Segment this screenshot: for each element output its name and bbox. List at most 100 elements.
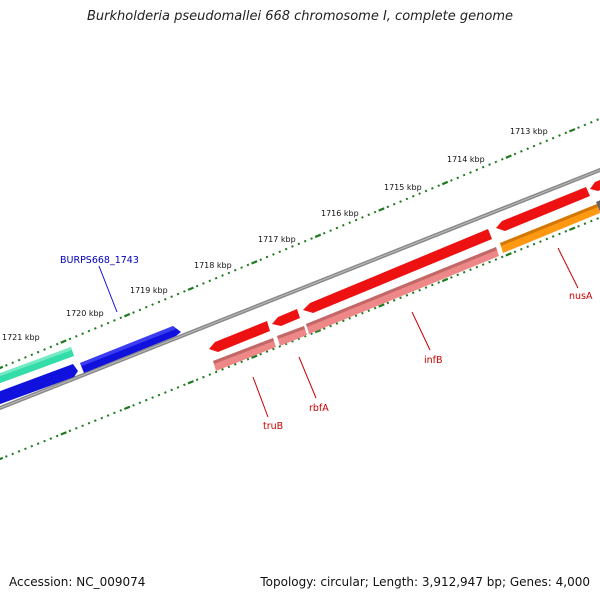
cds-nusa[interactable] (500, 204, 600, 253)
outer-tick (68, 337, 72, 341)
ruler-label-1721: 1721 kbp (2, 333, 40, 342)
gene-red-edge[interactable] (590, 178, 600, 191)
cds-nusa-edge (500, 204, 598, 246)
outer-tick-track (0, 118, 599, 370)
outer-tick (163, 297, 167, 301)
inner-tick (532, 242, 536, 246)
inner-tick (303, 334, 307, 338)
inner-tick (568, 226, 576, 231)
inner-tick (494, 258, 498, 261)
inner-tick (577, 224, 580, 228)
inner-tick (348, 316, 352, 320)
outer-tick (17, 358, 21, 362)
inner-tick (450, 276, 453, 279)
outer-tick (227, 271, 231, 275)
inner-tick (94, 419, 97, 422)
outer-tick (278, 250, 282, 254)
inner-tick (545, 237, 549, 241)
inner-tick (551, 235, 555, 238)
leader-nusa (557, 247, 579, 289)
inner-tick (163, 391, 167, 394)
outer-tick (520, 150, 523, 153)
outer-tick (151, 303, 154, 306)
gene-trub[interactable] (209, 321, 270, 352)
inner-tick (335, 322, 339, 325)
inner-tick (157, 393, 161, 397)
outer-tick (81, 332, 84, 335)
gene-teal-left[interactable] (0, 347, 74, 385)
outer-tick (11, 361, 15, 365)
inner-tick (418, 288, 421, 292)
outer-tick (49, 345, 53, 349)
leader-burps668-1743 (98, 265, 118, 313)
outer-tick (488, 163, 491, 166)
inner-tick (329, 324, 332, 328)
ruler-label-1714: 1714 kbp (447, 155, 485, 164)
inner-tick (500, 255, 504, 259)
outer-tick (233, 268, 237, 272)
outer-tick (462, 173, 466, 177)
accession-text: Accession: NC_009074 (9, 575, 146, 589)
inner-tick (170, 388, 173, 392)
outer-tick (113, 319, 116, 322)
gene-nusa[interactable] (496, 187, 590, 231)
inner-tick (488, 260, 491, 264)
inner-tick (431, 283, 434, 287)
outer-tick (335, 226, 339, 230)
inner-tick (342, 319, 345, 323)
outer-tick (123, 312, 131, 318)
inner-tick (251, 354, 258, 359)
inner-tick (386, 301, 390, 305)
inner-tick (297, 337, 301, 341)
inner-tick (278, 345, 282, 348)
gene-infb[interactable] (303, 229, 492, 313)
outer-tick (5, 364, 8, 367)
inner-tick (0, 456, 4, 461)
inner-tick (354, 314, 358, 318)
outer-tick (583, 123, 587, 127)
inner-tick (367, 309, 371, 312)
outer-tick (513, 152, 517, 156)
inner-tick (583, 222, 587, 225)
inner-tick (505, 252, 512, 257)
inner-tick (30, 444, 34, 448)
inner-tick (475, 265, 479, 269)
inner-tick (176, 386, 180, 389)
outer-tick (367, 213, 371, 217)
map-title: Burkholderia pseudomallei 668 chromosome… (86, 9, 514, 24)
outer-tick (568, 128, 576, 133)
inner-tick (462, 270, 466, 274)
inner-tick (596, 217, 599, 220)
gene-rbfa[interactable] (272, 309, 300, 326)
outer-tick (132, 311, 135, 314)
outer-tick (418, 192, 421, 195)
cds-infb[interactable] (306, 247, 499, 334)
gene-grey-edge[interactable] (596, 198, 600, 212)
outer-tick (208, 279, 212, 283)
outer-tick (94, 327, 97, 330)
gene-label-burps668-1743: BURPS668_1743 (60, 255, 139, 266)
inner-tick (151, 396, 154, 399)
gene-burps668-1743[interactable] (80, 326, 181, 373)
outer-tick (577, 126, 580, 129)
outer-tick (87, 329, 91, 333)
outer-tick (450, 179, 453, 182)
inner-tick (378, 303, 385, 308)
inner-tick (214, 370, 218, 374)
outer-tick (532, 144, 536, 148)
inner-tick (564, 230, 568, 233)
ruler-label-1720: 1720 kbp (66, 309, 104, 318)
topology-summary-text: Topology: circular; Length: 3,912,947 bp… (260, 575, 590, 589)
inner-tick (469, 268, 472, 272)
outer-tick (144, 305, 148, 309)
outer-tick (60, 339, 67, 344)
gene-label-trub: truB (263, 421, 283, 432)
outer-tick (341, 223, 345, 227)
inner-tick (424, 286, 428, 289)
inner-tick (11, 452, 15, 456)
gene-blue-left[interactable] (0, 364, 78, 406)
outer-tick (202, 282, 205, 285)
outer-tick (297, 242, 301, 246)
